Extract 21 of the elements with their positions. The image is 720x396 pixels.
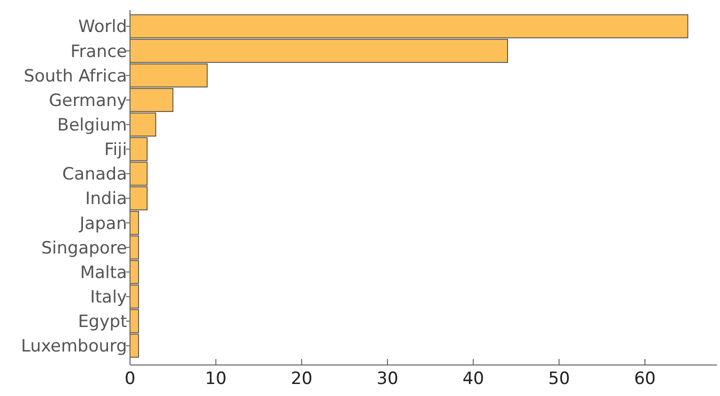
y-tick-label: Italy (90, 288, 127, 308)
y-tick-label: Singapore (41, 238, 127, 258)
x-tick-label: 40 (462, 369, 484, 389)
y-tick-label: Canada (62, 164, 127, 185)
x-tick-label: 50 (548, 369, 570, 389)
y-tick-label: France (70, 42, 127, 62)
y-tick-label: Luxembourg (21, 336, 127, 357)
x-tick-label: 0 (124, 369, 136, 389)
y-tick-label: India (85, 189, 127, 210)
y-tick-label: Egypt (78, 312, 128, 332)
x-tick-label: 20 (290, 369, 312, 389)
x-tick-label: 30 (376, 369, 398, 389)
x-tick-label: 10 (205, 369, 227, 389)
y-tick-label: Belgium (57, 116, 127, 136)
y-tick-label: Japan (78, 214, 127, 234)
y-tick-label: Germany (48, 90, 127, 111)
y-tick-label: Fiji (104, 140, 127, 160)
y-tick-label: South Africa (24, 66, 127, 86)
y-tick-label: World (78, 17, 127, 38)
x-tick-label: 60 (634, 369, 656, 389)
y-tick-label: Malta (80, 262, 127, 283)
